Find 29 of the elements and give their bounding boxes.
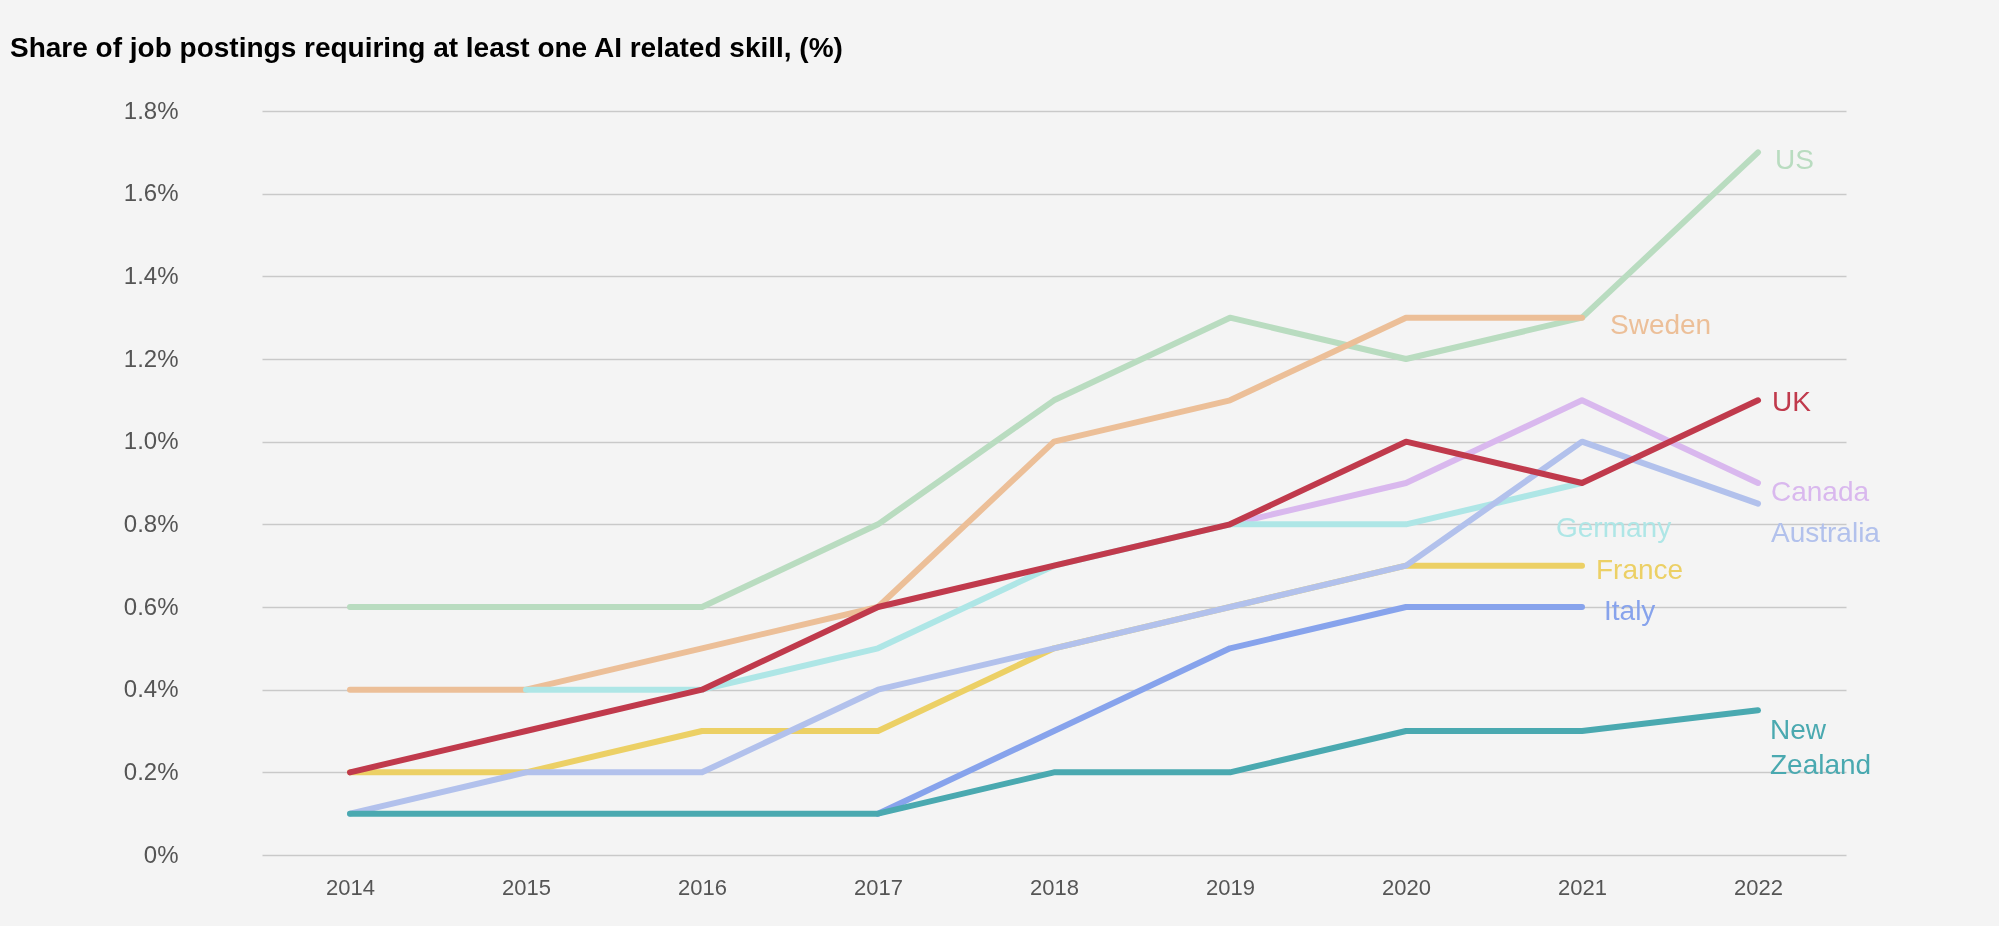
series-label: US <box>1775 144 1814 176</box>
x-tick-label: 2020 <box>1382 874 1431 900</box>
y-tick-label: 1.6% <box>123 179 179 207</box>
x-tick-label: 2021 <box>1558 874 1607 900</box>
x-tick-label: 2015 <box>502 874 551 900</box>
x-tick-label: 2017 <box>854 874 903 900</box>
series-label: Germany <box>1556 512 1672 543</box>
y-tick-label: 0.8% <box>123 509 179 537</box>
y-tick-label: 0.4% <box>123 675 179 703</box>
series-label: Canada <box>1771 476 1870 507</box>
series-label: Sweden <box>1610 308 1712 340</box>
x-tick-label: 2018 <box>1030 874 1079 900</box>
y-tick-label: 1.8% <box>123 96 179 124</box>
series-label: Australia <box>1771 516 1881 548</box>
y-tick-label: 0.6% <box>123 592 179 620</box>
y-tick-label: 1.2% <box>123 344 179 372</box>
y-tick-label: 1.0% <box>123 427 179 455</box>
x-tick-label: 2016 <box>678 874 727 900</box>
y-tick-label: 0% <box>143 840 179 868</box>
y-tick-label: 1.4% <box>123 261 179 289</box>
y-tick-label: 0.2% <box>123 757 179 785</box>
series-label: New Zealand <box>1770 714 1872 781</box>
x-tick-label: 2014 <box>326 874 375 900</box>
x-tick-label: 2019 <box>1206 874 1255 900</box>
x-tick-label: 2022 <box>1734 874 1783 900</box>
series-label: Italy <box>1604 595 1656 626</box>
chart-title: Share of job postings requiring at least one AI related skill, (%) <box>10 32 843 63</box>
series-label: UK <box>1772 386 1812 418</box>
series-label: France <box>1596 553 1684 585</box>
